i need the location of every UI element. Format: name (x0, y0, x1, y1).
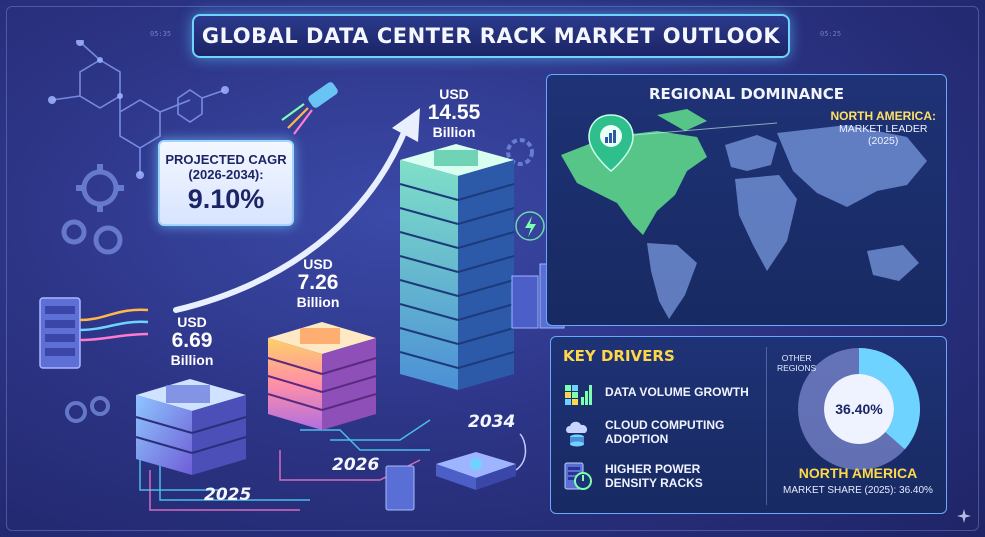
regional-dominance-title: REGIONAL DOMINANCE (648, 85, 845, 103)
cagr-value: 9.10% (187, 184, 265, 214)
power-rack-icon (564, 462, 592, 490)
value-label-2026: USD 7.26 Billion (296, 256, 340, 310)
gear-icon (61, 164, 124, 255)
year-label-2026: 2026 (332, 455, 380, 475)
cagr-period: (2026-2034): (188, 167, 264, 182)
fiber-cable-icon (281, 82, 338, 135)
north-america-slice (798, 348, 920, 470)
server-stack-2026 (267, 322, 377, 430)
driver-item: HIGHER POWER DENSITY RACKS (563, 461, 703, 491)
driver-item: DATA VOLUME GROWTH (563, 377, 749, 407)
cloud-database-icon (566, 421, 588, 447)
value-label-2025: USD 6.69 Billion (170, 314, 214, 368)
cube-chart-icon (565, 385, 592, 405)
server-stack-2025 (135, 379, 247, 475)
other-regions-label: OTHER REGIONS (777, 353, 817, 373)
market-share-donut: OTHER REGIONS 36.40% NORTH AMERICA MARKE… (773, 343, 943, 511)
world-map (561, 109, 927, 319)
circuit-traces (139, 419, 431, 511)
server-tower-2034 (399, 144, 515, 390)
year-label-2025: 2025 (204, 485, 252, 505)
donut-chart (798, 348, 920, 470)
key-drivers-title: KEY DRIVERS (563, 347, 675, 365)
cagr-label: PROJECTED CAGR (165, 152, 287, 167)
network-decoration-icon (48, 40, 229, 179)
key-drivers-panel: KEY DRIVERS DATA VOLUME GROWTH CLOUD COM… (550, 336, 947, 514)
value-label-2034: USD 14.55 Billion (427, 86, 481, 140)
north-america-callout: NORTH AMERICA: MARKET LEADER (2025) (830, 109, 936, 147)
sparkle-icon (957, 509, 971, 523)
network-device-icon (385, 433, 527, 511)
year-label-2034: 2034 (468, 412, 516, 432)
outer-frame (6, 6, 979, 531)
growth-arrow-icon (173, 108, 420, 313)
decor-text: 05:25 (820, 30, 842, 38)
regional-dominance-panel: REGIONAL DOMINANCE NORTH AMERICA: MARKET… (546, 74, 947, 326)
share-region-label: NORTH AMERICA (798, 465, 918, 481)
cagr-box: PROJECTED CAGR (2026-2034): 9.10% (158, 140, 294, 226)
title-banner: GLOBAL DATA CENTER RACK MARKET OUTLOOK (192, 14, 790, 58)
panel-divider (766, 347, 767, 505)
gear-icon (506, 138, 534, 166)
small-server-icon (39, 297, 149, 369)
page-title: GLOBAL DATA CENTER RACK MARKET OUTLOOK (201, 24, 781, 48)
driver-item: CLOUD COMPUTING ADOPTION (563, 417, 724, 447)
share-percent: 36.40% (835, 401, 883, 417)
gear-icon (65, 396, 110, 423)
location-pin-icon (588, 114, 634, 172)
share-caption: MARKET SHARE (2025): 36.40% (783, 485, 933, 496)
decor-text: 05:35 (150, 30, 172, 38)
